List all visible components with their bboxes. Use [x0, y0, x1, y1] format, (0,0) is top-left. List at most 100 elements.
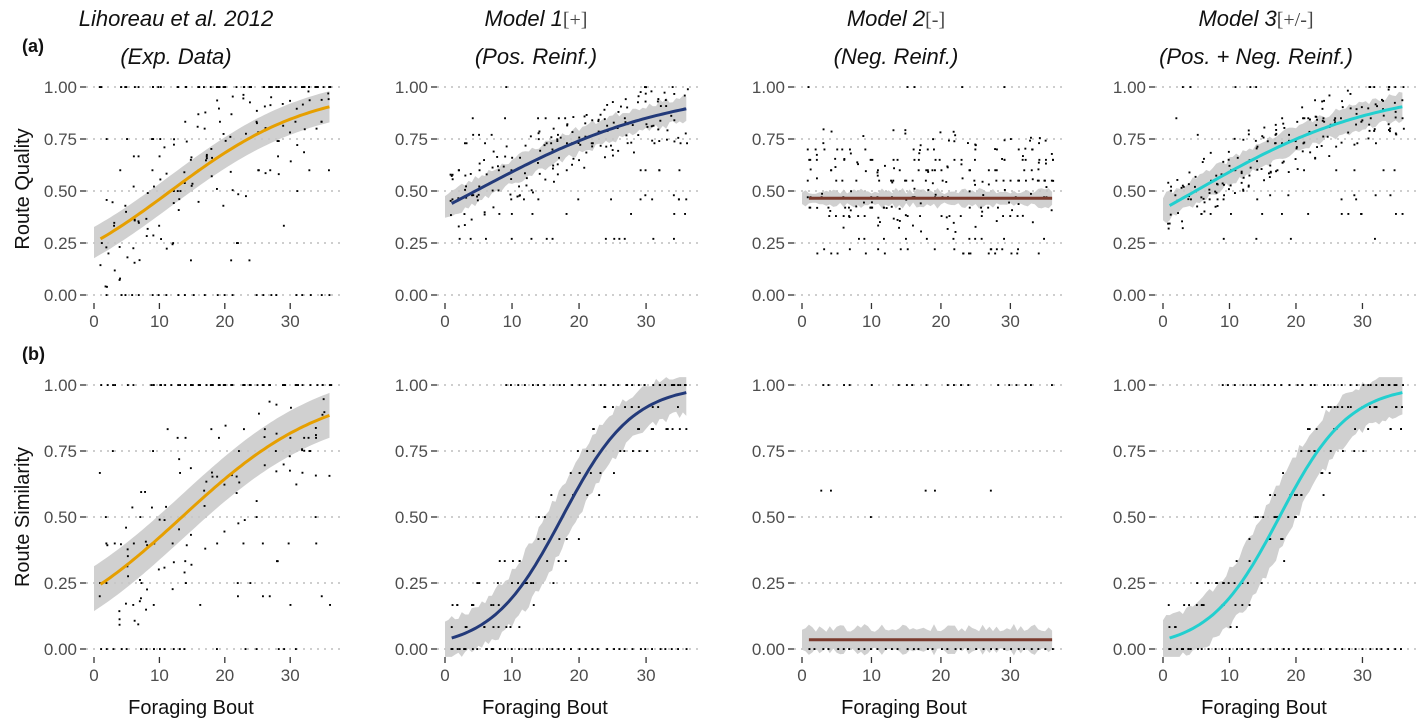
- data-point: [816, 252, 819, 255]
- data-point: [953, 158, 956, 161]
- data-point: [178, 648, 181, 650]
- data-point: [124, 204, 127, 207]
- col-title-4-line1: Model 3: [1198, 6, 1277, 31]
- data-point: [1395, 406, 1397, 408]
- data-point: [544, 117, 547, 120]
- data-point: [585, 114, 588, 116]
- data-point: [630, 406, 633, 408]
- data-point: [1051, 648, 1054, 650]
- data-point: [605, 145, 608, 148]
- y-tick-label: 0.25: [395, 234, 428, 253]
- data-point: [1341, 648, 1344, 650]
- data-point: [1296, 384, 1299, 386]
- data-point: [631, 124, 634, 126]
- fit-line: [1169, 391, 1403, 640]
- data-point: [172, 648, 175, 650]
- data-point: [504, 648, 506, 650]
- data-point: [1167, 604, 1170, 606]
- data-point: [671, 428, 674, 430]
- data-point: [314, 474, 317, 477]
- data-point: [269, 169, 272, 172]
- data-point: [952, 221, 955, 224]
- data-point: [1296, 168, 1299, 170]
- data-point: [1349, 107, 1352, 110]
- data-point: [814, 148, 817, 151]
- data-point: [104, 285, 107, 288]
- data-point: [1347, 131, 1350, 134]
- data-point: [578, 159, 580, 162]
- data-point: [1322, 135, 1325, 138]
- data-point: [1355, 108, 1358, 111]
- data-point: [1361, 119, 1364, 122]
- fit-line: [450, 107, 687, 205]
- data-point: [1368, 123, 1371, 126]
- data-point: [577, 142, 580, 144]
- data-point: [1268, 172, 1270, 175]
- data-point: [1010, 648, 1012, 650]
- data-point: [1220, 173, 1223, 176]
- data-point: [309, 384, 312, 386]
- y-tick-label: 0.00: [44, 286, 77, 305]
- data-point: [132, 247, 135, 250]
- data-point: [830, 130, 833, 133]
- data-point: [478, 169, 481, 172]
- data-point: [532, 582, 535, 584]
- data-point: [551, 237, 554, 240]
- data-point: [1247, 129, 1250, 132]
- data-point: [1340, 198, 1343, 201]
- data-point: [282, 124, 285, 127]
- x-tick-label: 20: [215, 666, 234, 685]
- data-point: [185, 86, 188, 88]
- data-point: [637, 134, 640, 136]
- data-point: [948, 139, 950, 142]
- data-point: [458, 237, 461, 240]
- data-point: [1393, 101, 1396, 104]
- data-point: [152, 450, 154, 452]
- data-point: [912, 148, 915, 151]
- data-point: [830, 489, 832, 492]
- data-point: [1295, 516, 1297, 518]
- col-title-2-bracket: [+]: [563, 9, 588, 31]
- data-point: [1307, 428, 1309, 430]
- data-point: [671, 86, 674, 88]
- data-point: [124, 86, 127, 88]
- x-tick-label: 10: [150, 312, 169, 331]
- data-point: [911, 384, 914, 386]
- data-point: [565, 538, 568, 540]
- data-point: [263, 428, 266, 431]
- data-point: [1333, 384, 1336, 386]
- data-point: [139, 516, 142, 518]
- data-point: [1329, 450, 1332, 452]
- data-point: [1190, 198, 1192, 201]
- data-point: [617, 111, 620, 113]
- data-point: [1174, 194, 1177, 197]
- data-point: [289, 99, 291, 102]
- data-point: [1188, 171, 1191, 174]
- data-point: [577, 538, 580, 540]
- data-point: [131, 506, 134, 509]
- data-point: [261, 542, 264, 545]
- data-point: [673, 384, 676, 386]
- data-point: [995, 169, 998, 172]
- data-point: [190, 259, 192, 262]
- data-point: [960, 158, 963, 161]
- col-title-2-line1: Model 1: [485, 6, 563, 31]
- data-point: [904, 179, 906, 182]
- data-point: [1016, 252, 1019, 255]
- y-tick-label: 1.00: [752, 78, 785, 97]
- data-point: [1227, 158, 1230, 161]
- data-point: [537, 138, 540, 141]
- data-point: [1203, 201, 1206, 204]
- data-point: [620, 105, 622, 108]
- data-point: [1233, 384, 1236, 386]
- data-point: [1356, 142, 1359, 145]
- data-point: [599, 144, 602, 147]
- data-point: [941, 179, 944, 182]
- data-point: [1256, 145, 1259, 148]
- data-point: [1393, 384, 1396, 386]
- data-point: [849, 152, 852, 155]
- data-point: [303, 86, 306, 88]
- data-point: [639, 169, 642, 172]
- data-point: [457, 225, 460, 228]
- data-point: [1353, 194, 1356, 197]
